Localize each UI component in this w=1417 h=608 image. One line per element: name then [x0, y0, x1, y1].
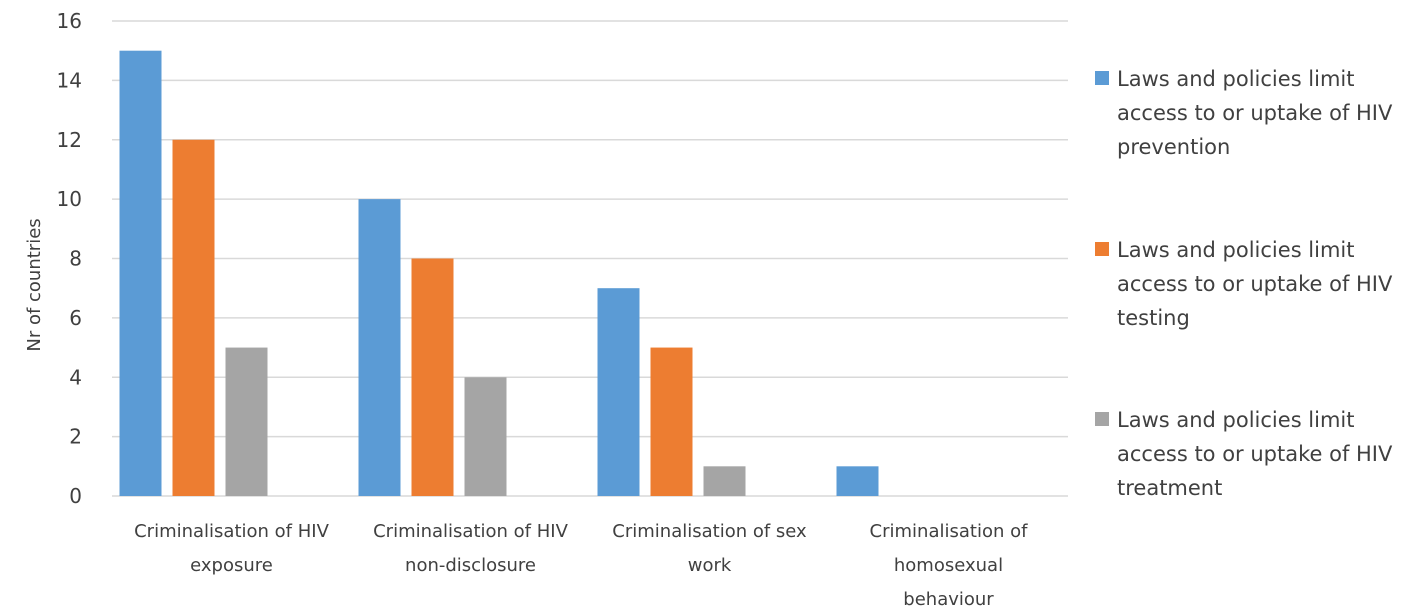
legend-swatch [1095, 71, 1109, 85]
x-tick-label: Criminalisation of HIV exposure [134, 521, 329, 576]
legend-label: Laws and policies limit access to or upt… [1117, 67, 1393, 159]
legend-swatch [1095, 242, 1109, 256]
bar [464, 377, 507, 496]
bars [119, 50, 879, 496]
bar [411, 258, 454, 496]
legend-label: Laws and policies limit access to or upt… [1117, 238, 1393, 330]
x-tick-label: Criminalisation of homosexual behaviour [870, 521, 1029, 608]
bar [650, 347, 693, 496]
y-tick-label: 16 [57, 9, 82, 33]
bar [172, 139, 215, 496]
y-axis-ticks: 0 2 4 6 8 10 12 14 16 [57, 9, 82, 508]
y-tick-label: 4 [69, 365, 82, 389]
y-tick-label: 2 [69, 425, 82, 449]
y-tick-label: 6 [69, 306, 82, 330]
y-tick-label: 12 [57, 128, 82, 152]
x-tick-label: Criminalisation of HIV non-disclosure [373, 521, 568, 576]
legend-label: Laws and policies limit access to or upt… [1117, 408, 1393, 500]
bar [119, 50, 162, 496]
bar-chart: 0 2 4 6 8 10 12 14 16 Criminalisation of HIV expo… [24, 9, 1068, 608]
bar [703, 466, 746, 496]
y-tick-label: 10 [57, 187, 82, 211]
y-axis-label: Nr of countries [24, 218, 45, 351]
legend-swatch [1095, 412, 1109, 426]
legend-item: Laws and policies limit access to or upt… [1095, 403, 1402, 505]
x-tick-label: Criminalisation of sex work [612, 521, 807, 576]
legend-item: Laws and policies limit access to or upt… [1095, 62, 1402, 164]
bar [597, 288, 640, 496]
y-tick-label: 14 [57, 68, 82, 92]
y-tick-label: 8 [69, 247, 82, 271]
bar [225, 347, 268, 496]
y-tick-label: 0 [69, 484, 82, 508]
bar [836, 466, 879, 496]
bar [358, 199, 401, 496]
legend-item: Laws and policies limit access to or upt… [1095, 233, 1402, 335]
gridlines [112, 20, 1068, 497]
x-axis-ticks: Criminalisation of HIV exposure Criminalis… [134, 521, 1028, 608]
